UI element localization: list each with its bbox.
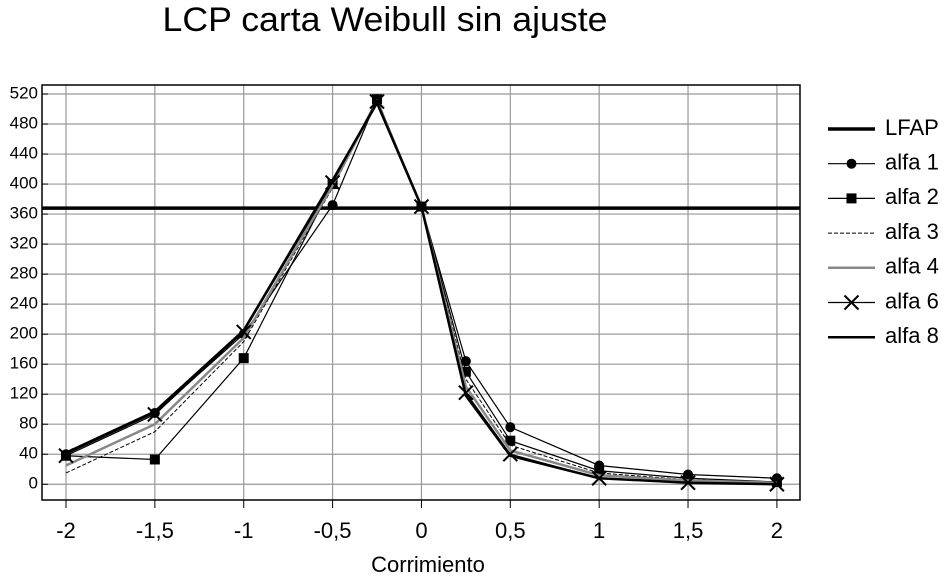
x-tick-label: -2 [56,518,76,543]
y-tick-label: 120 [10,384,38,403]
legend-label: alfa 2 [885,184,939,209]
point [683,473,694,484]
x-tick-label: 0 [415,518,427,543]
y-tick-label: 40 [19,444,38,463]
point [238,353,249,364]
point [505,435,516,446]
y-tick-label: 280 [10,264,38,283]
x-tick-label: 0,5 [495,518,526,543]
series-line [65,100,777,486]
legend-label: LFAP [885,115,939,140]
legend-marker [846,193,857,204]
x-tick-label: 1 [593,518,605,543]
y-tick-label: 200 [10,324,38,343]
y-tick-label: 160 [10,354,38,373]
legend-label: alfa 6 [885,288,939,313]
chart-title: LCP carta Weibull sin ajuste [163,1,608,39]
y-tick-label: 480 [10,114,38,133]
legend-marker [843,294,860,311]
x-axis-label: Corrimiento [371,552,485,577]
legend-label: alfa 8 [885,323,939,348]
legend-label: alfa 1 [885,150,939,175]
y-tick-label: 400 [10,174,38,193]
x-tick-label: 2 [771,518,783,543]
point [769,476,785,492]
point [327,200,338,211]
x-tick-label: -1,5 [136,518,174,543]
y-tick-label: 360 [10,204,38,223]
legend-marker [846,158,857,169]
y-tick-label: 240 [10,294,38,313]
point [147,406,163,423]
plot-border [41,84,801,501]
series [65,100,777,486]
point [149,454,160,465]
y-tick-label: 440 [10,144,38,163]
y-tick-label: 0 [29,474,38,493]
y-tick-label: 520 [10,83,38,102]
x-tick-label: 1,5 [673,518,704,543]
point [460,366,471,377]
point [505,422,516,433]
point [594,465,605,476]
x-tick-label: -1 [234,518,254,543]
y-tick-label: 80 [19,414,38,433]
x-tick-label: -0,5 [314,518,352,543]
legend-label: alfa 4 [885,254,939,279]
legend-label: alfa 3 [885,219,939,244]
y-tick-label: 320 [10,234,38,253]
